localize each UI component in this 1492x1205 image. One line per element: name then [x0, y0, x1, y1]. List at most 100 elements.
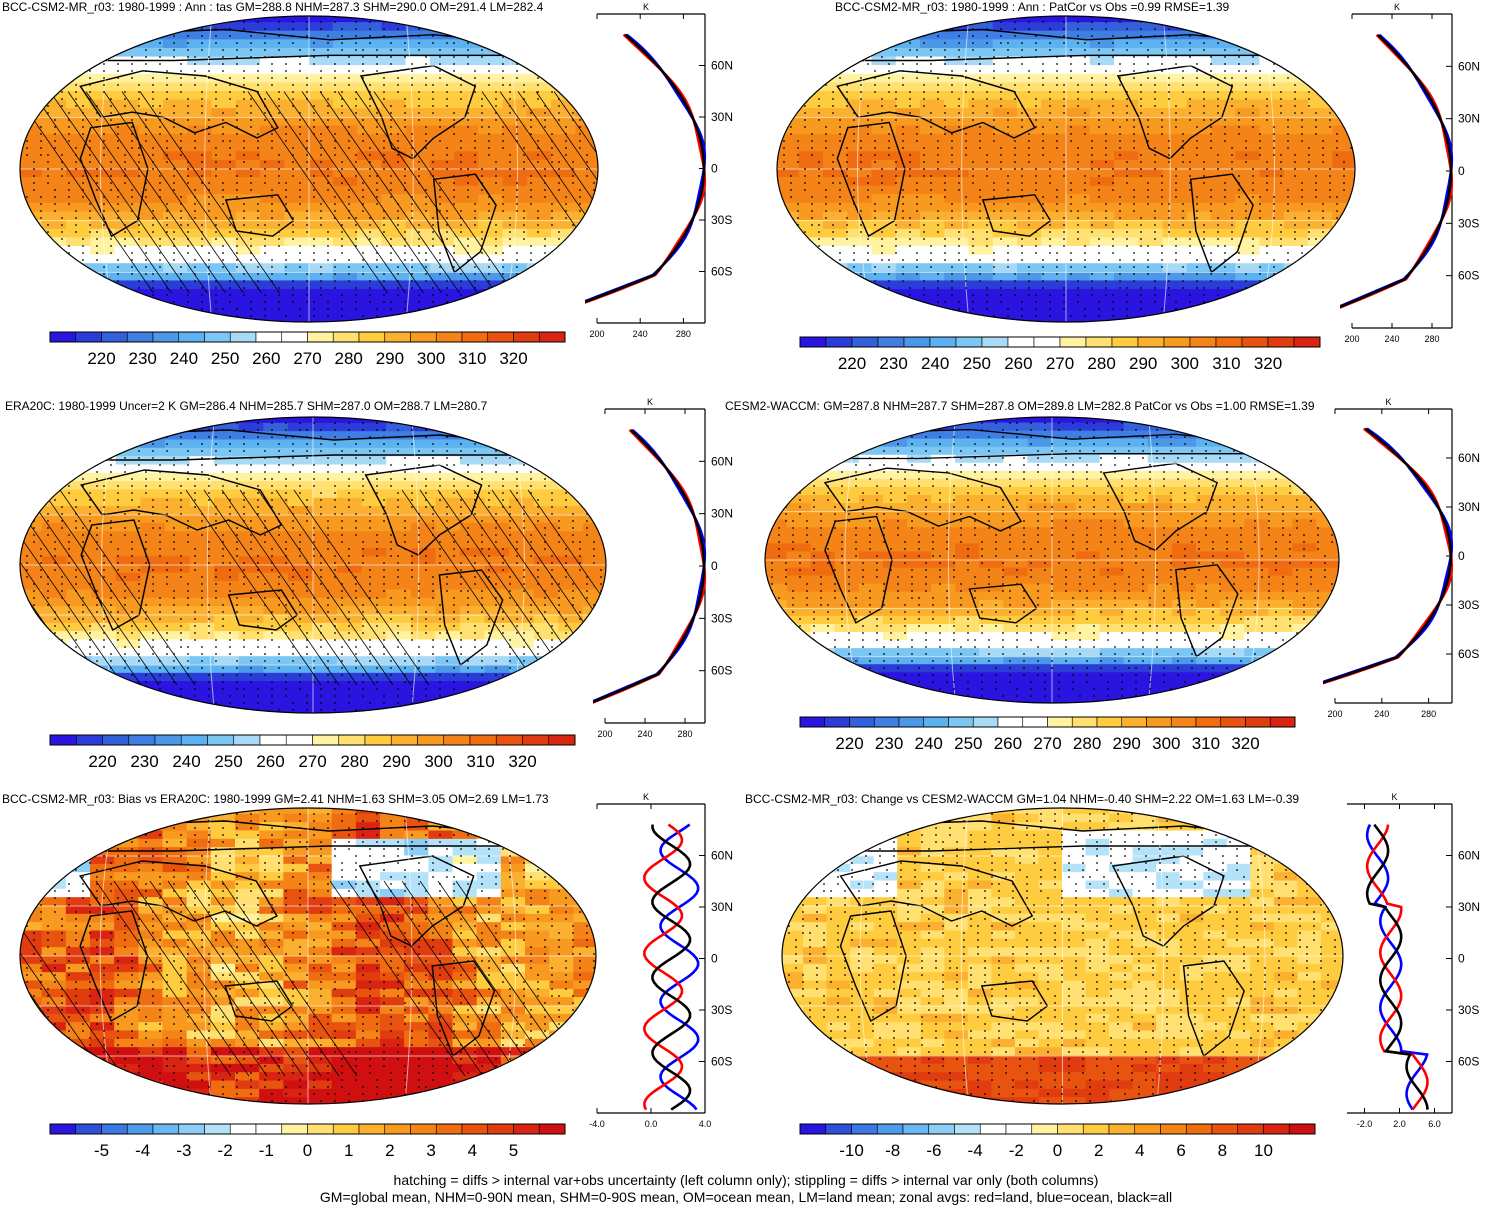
latitude-label: 60S [1458, 269, 1479, 283]
colorbar-label: 250 [211, 349, 239, 368]
ocean-zonal-line [659, 823, 700, 1111]
zonal-average-plot: K 60N 30N 0 30S 60S -4.0 0.0 4.0 [589, 792, 733, 1129]
panel-model-climatology: BCC-CSM2-MR_r03: 1980-1999 : Ann : tas G… [0, 0, 745, 390]
colorbar-box [799, 336, 827, 348]
colorbar-label: 310 [1192, 734, 1220, 753]
colorbar-label: 280 [340, 752, 368, 771]
colorbar-label: 0 [303, 1141, 312, 1160]
panel-change: BCC-CSM2-MR_r03: Change vs CESM2-WACCM G… [745, 790, 1492, 1165]
map-border [764, 416, 1340, 704]
latitude-label: 60N [711, 59, 733, 73]
x-tick-label: 240 [637, 729, 652, 739]
colorbar-label: 220 [88, 752, 116, 771]
x-tick-label: -4.0 [589, 1119, 605, 1129]
x-tick-label: 0.0 [645, 1119, 658, 1129]
latitude-label: 30S [1458, 598, 1479, 612]
x-tick-label: 240 [1374, 709, 1389, 719]
colorbar-label: 270 [298, 752, 326, 771]
latitude-label: 30N [711, 900, 733, 914]
colorbar-label: 230 [130, 752, 158, 771]
panel-title: BCC-CSM2-MR_r03: 1980-1999 : Ann : PatCo… [835, 0, 1230, 14]
map-border [781, 807, 1344, 1105]
unit-label: K [1392, 792, 1398, 802]
x-tick-label: 200 [1344, 334, 1359, 344]
colorbar-label: 2 [385, 1141, 394, 1160]
colorbar-label: 230 [879, 354, 907, 373]
zonal-average-plot: K 60N 30N 0 30S 60S 200 240 280 [593, 397, 733, 739]
latitude-label: 60N [1458, 849, 1480, 863]
colorbar-label: 310 [458, 349, 486, 368]
colorbar-label: 310 [1212, 354, 1240, 373]
latitude-label: 0 [1458, 952, 1465, 966]
colorbar-label: 5 [509, 1141, 518, 1160]
colorbar-label: -3 [176, 1141, 191, 1160]
latitude-label: 60N [1458, 451, 1480, 465]
colorbar-label: 320 [1231, 734, 1259, 753]
colorbar-label: 320 [499, 349, 527, 368]
colorbar-box [799, 1123, 827, 1135]
unit-label: K [643, 792, 649, 802]
map-border [19, 416, 607, 714]
ocean-zonal-line [585, 33, 707, 303]
latitude-label: 30S [711, 1003, 732, 1017]
colorbar-label: 300 [424, 752, 452, 771]
latitude-label: 60S [711, 664, 732, 678]
footer-note-2: GM=global mean, NHM=0-90N mean, SHM=0-90… [319, 1189, 1173, 1205]
map-border [19, 15, 599, 323]
colorbar: 220 230 240 250 260 270 280 290 300 310 320 [49, 734, 576, 771]
map-border [19, 807, 597, 1105]
x-tick-label: 200 [589, 329, 604, 339]
colorbar: 220 230 240 250 260 270 280 290 300 310 320 [49, 331, 566, 368]
colorbar-box [49, 734, 77, 746]
colorbar: 220 230 240 250 260 270 280 290 300 310 320 [799, 716, 1296, 753]
x-tick-label: 280 [1421, 709, 1436, 719]
latitude-label: 0 [711, 952, 718, 966]
world-map [781, 807, 1344, 1105]
colorbar-label: 0 [1053, 1141, 1062, 1160]
colorbar-label: -6 [926, 1141, 941, 1160]
colorbar-label: 240 [915, 734, 943, 753]
panel-title: BCC-CSM2-MR_r03: Change vs CESM2-WACCM G… [745, 792, 1300, 806]
ocean-zonal-line [1365, 824, 1429, 1111]
latitude-label: 30S [711, 213, 732, 227]
latitude-label: 60N [711, 454, 733, 468]
x-tick-label: 240 [1384, 334, 1399, 344]
land-zonal-line [1340, 33, 1454, 309]
colorbar-label: 290 [382, 752, 410, 771]
colorbar-label: 4 [1135, 1141, 1144, 1160]
colorbar-box [49, 331, 77, 343]
latitude-label: 30N [1458, 900, 1480, 914]
colorbar-label: 290 [1129, 354, 1157, 373]
x-tick-label: 200 [597, 729, 612, 739]
all-zonal-line [593, 428, 706, 704]
colorbar-label: 270 [1046, 354, 1074, 373]
colorbar-label: 250 [954, 734, 982, 753]
latitude-label: 0 [1458, 164, 1465, 178]
zonal-average-plot: K 60N 30N 0 30S 60S -2.0 2.0 6.0 [1347, 792, 1480, 1129]
all-zonal-line [585, 33, 706, 304]
latitude-label: 30N [711, 507, 733, 521]
colorbar-label: 280 [1073, 734, 1101, 753]
colorbar-label: 320 [508, 752, 536, 771]
colorbar-label: -4 [968, 1141, 983, 1160]
x-tick-label: 200 [1327, 709, 1342, 719]
colorbar-label: -8 [885, 1141, 900, 1160]
colorbar-label: 3 [426, 1141, 435, 1160]
colorbar-label: -2 [218, 1141, 233, 1160]
latitude-label: 60S [711, 1055, 732, 1069]
colorbar-label: 220 [87, 349, 115, 368]
footer-note-1: hatching = diffs > internal var+obs unce… [393, 1172, 1099, 1188]
panel-pattern-correlation: BCC-CSM2-MR_r03: 1980-1999 : Ann : PatCo… [745, 0, 1492, 390]
world-map [776, 15, 1356, 323]
unit-label: K [1394, 2, 1400, 12]
map-border [776, 15, 1356, 323]
colorbar-label: 240 [170, 349, 198, 368]
latitude-label: 60N [711, 849, 733, 863]
all-zonal-line [651, 824, 692, 1111]
colorbar-label: 320 [1254, 354, 1282, 373]
latitude-label: 60S [711, 265, 732, 279]
zonal-average-plot: K 60N 30N 0 30S 60S 200 240 280 [1323, 397, 1480, 719]
colorbar-label: 250 [214, 752, 242, 771]
latitude-label: 30N [1458, 500, 1480, 514]
latitude-label: 0 [1458, 549, 1465, 563]
